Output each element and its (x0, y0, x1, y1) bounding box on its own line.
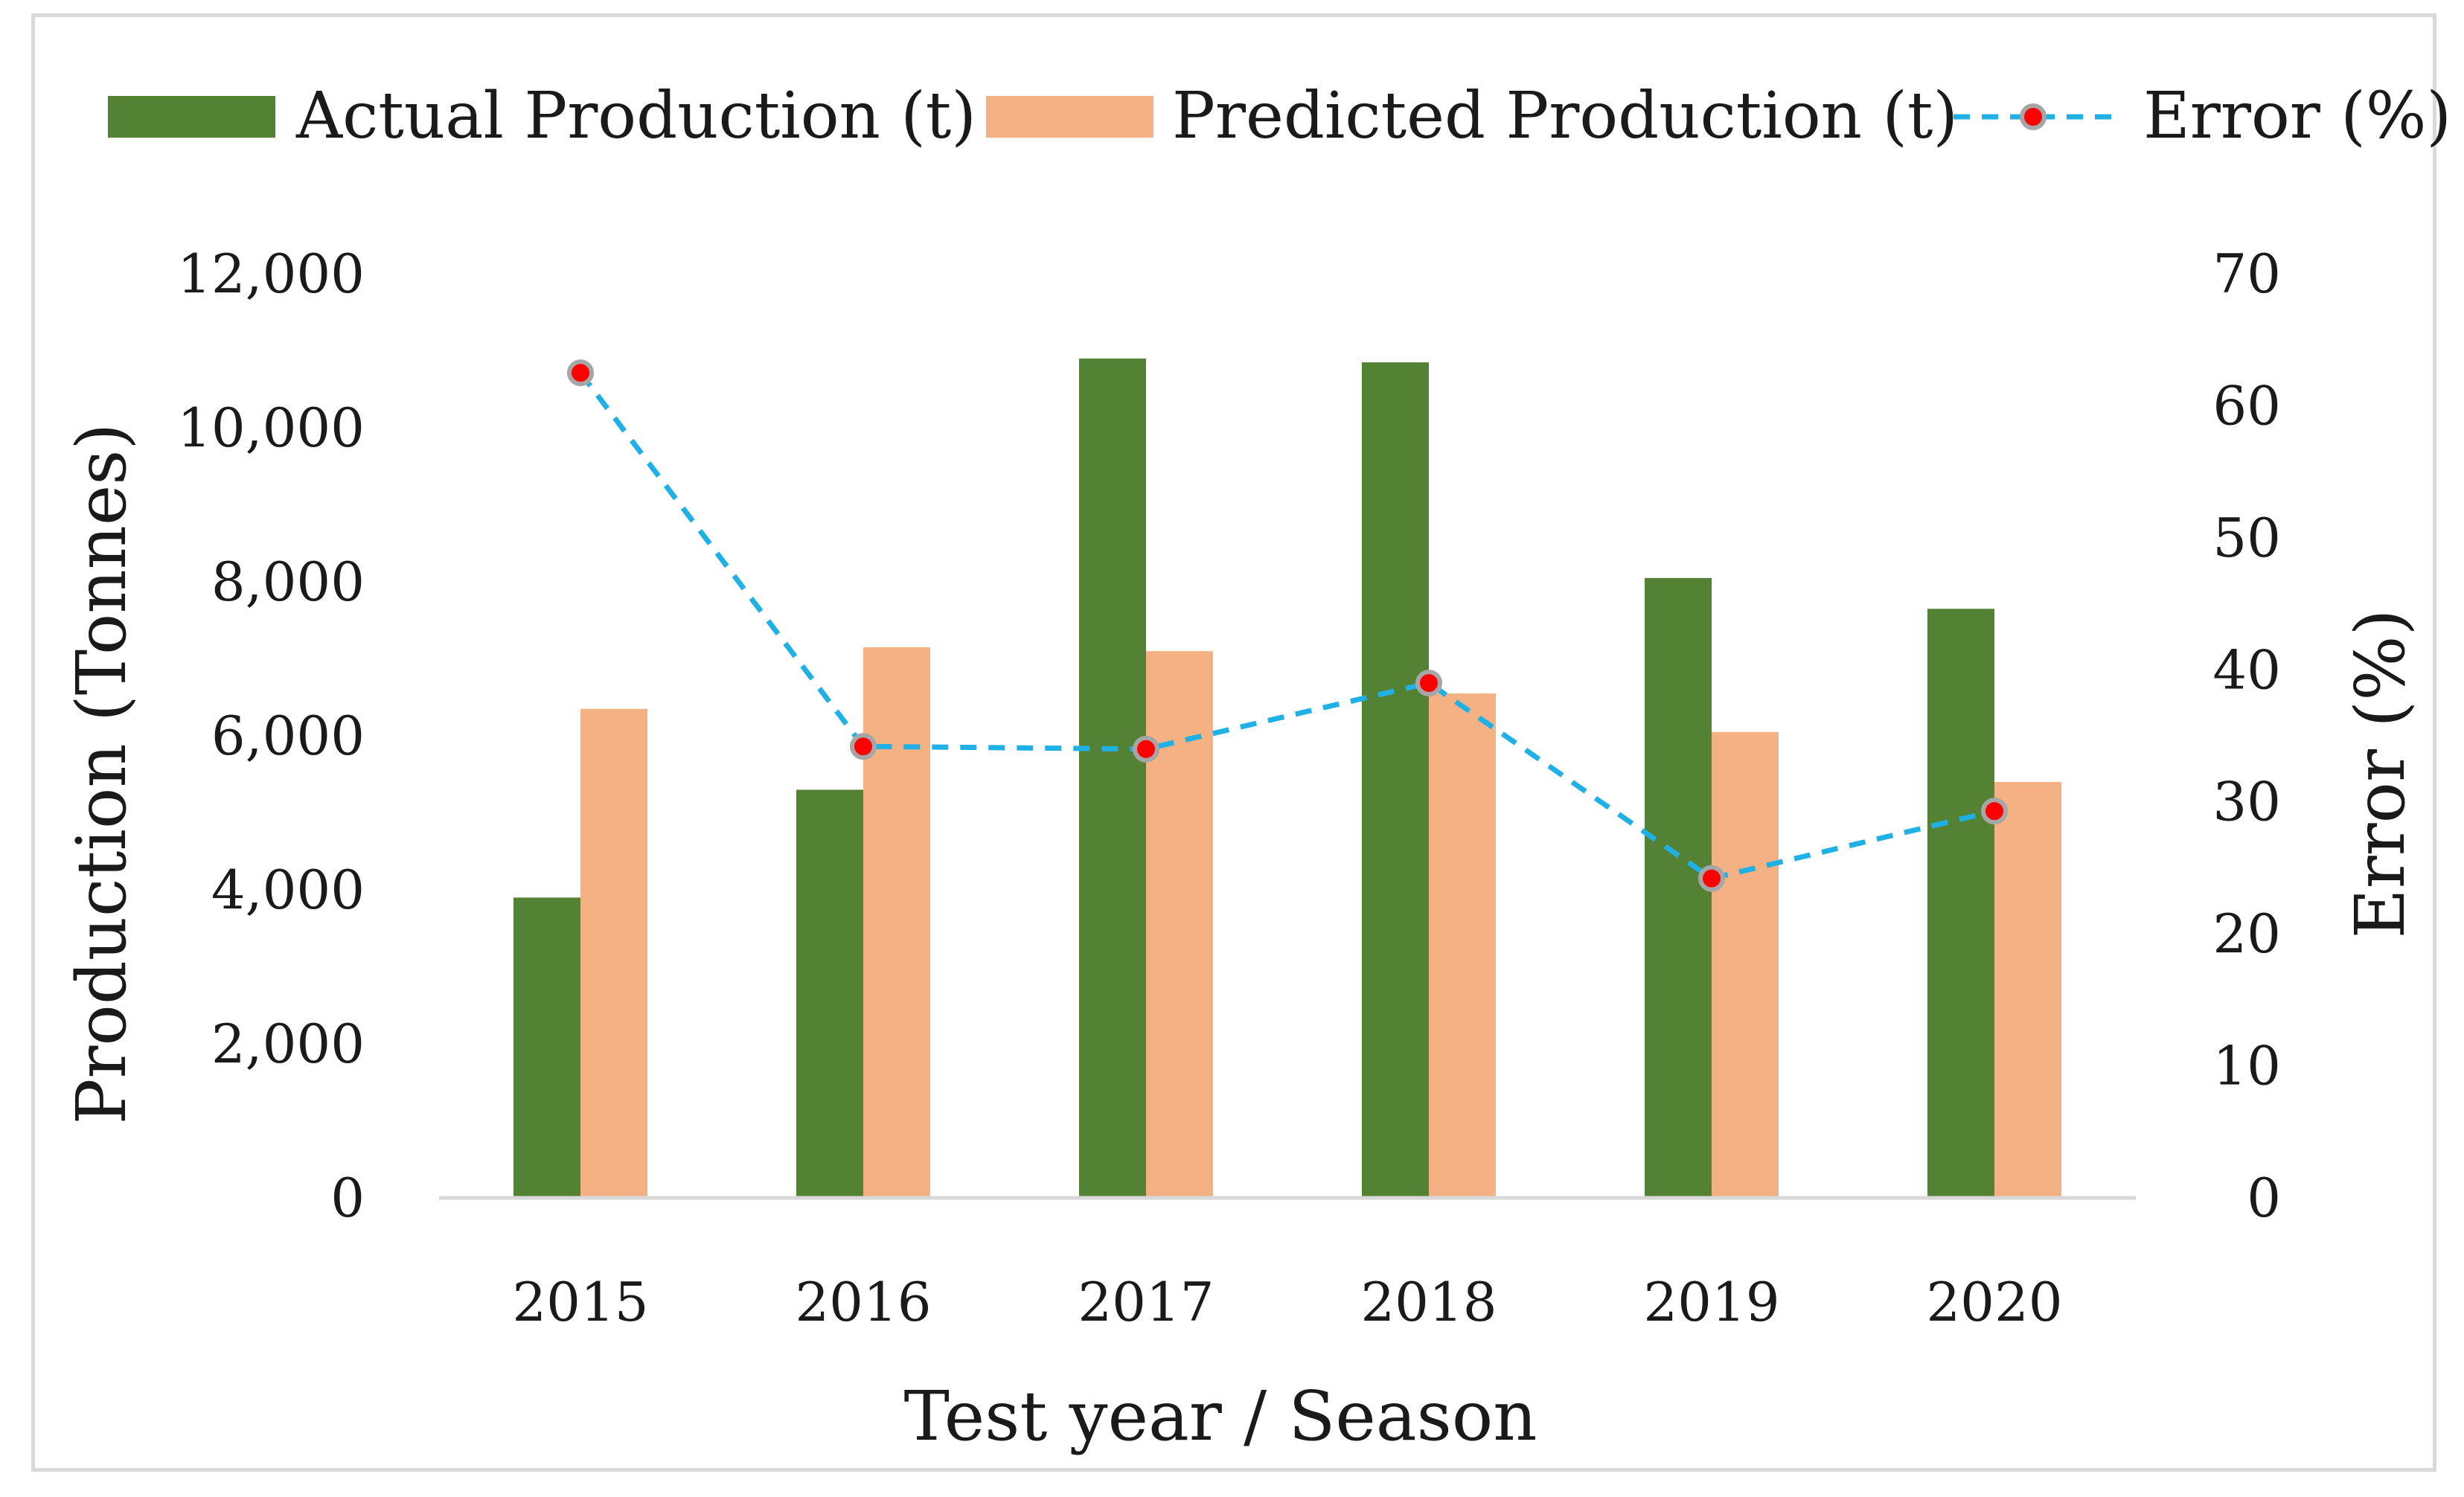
left-axis-ticks: 0 2,000 4,000 6,000 8,000 10,000 12,000 (177, 243, 365, 1229)
actual-bar-2017 (1079, 358, 1146, 1199)
legend: Actual Production (t) Predicted Productio… (108, 79, 2451, 153)
y2-tick-label: 70 (2212, 243, 2281, 305)
actual-bar-2015 (513, 897, 580, 1198)
legend-swatch-predicted (986, 96, 1153, 138)
x-tick-label: 2015 (512, 1271, 648, 1333)
x-tick-label: 2018 (1360, 1271, 1497, 1333)
predicted-bar-2020 (1994, 782, 2061, 1198)
actual-bar-2016 (796, 789, 863, 1198)
predicted-bar-2018 (1429, 693, 1496, 1198)
legend-label-error: Error (%) (2143, 79, 2451, 153)
error-point-2018 (1415, 670, 1442, 697)
y-tick-label: 10,000 (177, 397, 365, 459)
x-axis-title: Test year / Season (904, 1376, 1537, 1456)
actual-bar-2019 (1645, 577, 1712, 1198)
y2-tick-label: 30 (2212, 771, 2281, 833)
error-line (578, 371, 1995, 882)
error-point-2019 (1698, 865, 1725, 892)
predicted-bar-2019 (1712, 731, 1779, 1198)
y2-tick-label: 60 (2212, 374, 2281, 437)
legend-label-actual: Actual Production (t) (295, 79, 976, 153)
bars (513, 358, 2061, 1199)
y-tick-label: 4,000 (211, 859, 365, 921)
y-tick-label: 2,000 (211, 1013, 365, 1075)
y-tick-label: 8,000 (211, 551, 365, 613)
y-tick-label: 0 (330, 1167, 365, 1229)
error-point-2017 (1133, 735, 1159, 763)
y2-tick-label: 10 (2212, 1035, 2281, 1097)
y2-tick-label: 40 (2212, 638, 2281, 701)
error-point-2016 (850, 733, 877, 760)
x-tick-label: 2019 (1643, 1271, 1779, 1333)
error-point-2015 (567, 359, 594, 387)
x-tick-label: 2016 (795, 1271, 931, 1333)
error-line-series (567, 359, 2008, 892)
legend-swatch-error-marker (2020, 103, 2047, 130)
x-tick-label: 2020 (1926, 1271, 2062, 1333)
y-axis-title: Production (Tonnes) (62, 423, 141, 1125)
legend-label-predicted: Predicted Production (t) (1172, 79, 1958, 153)
right-axis-ticks: 0 10 20 30 40 50 60 70 (2212, 243, 2281, 1229)
predicted-bar-2015 (580, 708, 647, 1198)
predicted-bar-2017 (1146, 651, 1213, 1198)
legend-swatch-actual (108, 96, 275, 138)
actual-bar-2020 (1927, 609, 1994, 1198)
y2-axis-title: Error (%) (2340, 609, 2420, 939)
y2-tick-label: 0 (2247, 1167, 2281, 1229)
chart-frame (31, 13, 2436, 1472)
predicted-bar-2016 (863, 647, 930, 1198)
y-tick-label: 12,000 (177, 243, 365, 305)
x-axis-ticks: 2015 2016 2017 2018 2019 2020 (512, 1271, 2062, 1333)
y2-tick-label: 20 (2212, 903, 2281, 965)
x-tick-label: 2017 (1078, 1271, 1214, 1333)
error-point-2020 (1981, 798, 2008, 825)
y-tick-label: 6,000 (211, 705, 365, 767)
y2-tick-label: 50 (2212, 507, 2281, 569)
actual-bar-2018 (1362, 362, 1429, 1198)
